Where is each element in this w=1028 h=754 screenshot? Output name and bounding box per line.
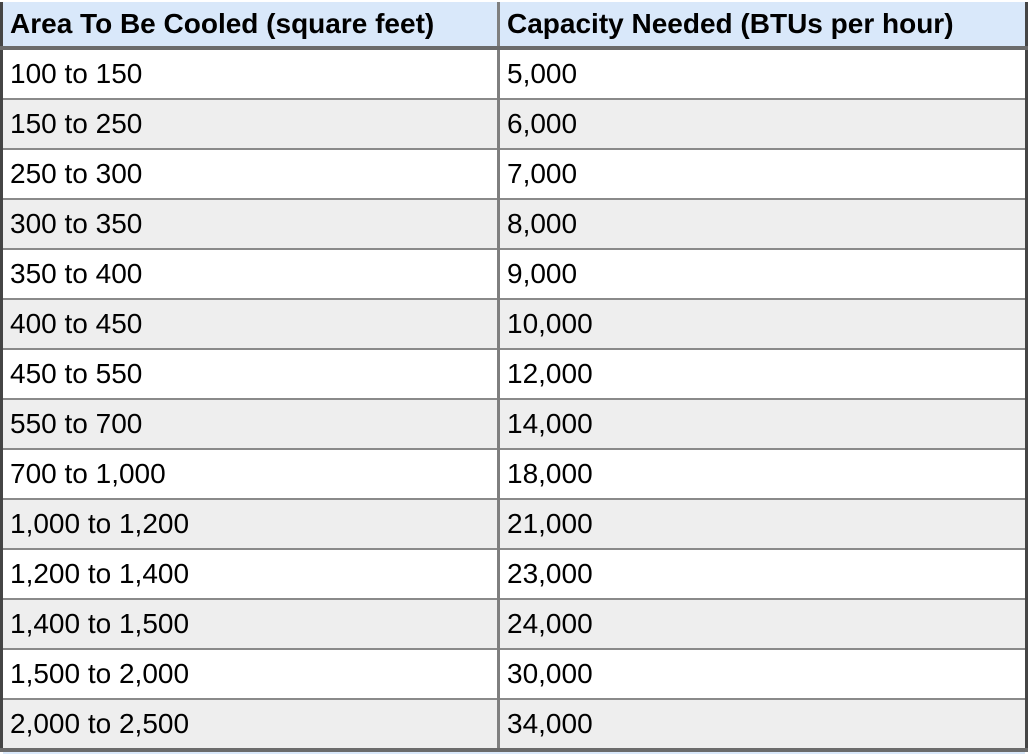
table-cell-area: 400 to 450 — [1, 298, 499, 349]
table-row: 700 to 1,000 18,000 — [1, 448, 1027, 499]
table-cell-area: 2,000 to 2,500 — [1, 698, 499, 750]
table-row: 100 to 150 5,000 — [1, 48, 1027, 99]
table-row: 550 to 700 14,000 — [1, 398, 1027, 449]
table-row: 1,000 to 1,200 21,000 — [1, 498, 1027, 549]
table-cell-area: 450 to 550 — [1, 348, 499, 399]
table-cell-area: 1,400 to 1,500 — [1, 598, 499, 649]
table-cell-area: 300 to 350 — [1, 198, 499, 249]
table-row: 300 to 350 8,000 — [1, 198, 1027, 249]
table-cell-area: 100 to 150 — [1, 48, 499, 99]
table-row: 400 to 450 10,000 — [1, 298, 1027, 349]
table-cell-capacity: 30,000 — [497, 648, 1027, 699]
table-cell-capacity: 18,000 — [497, 448, 1027, 499]
table-cell-capacity: 8,000 — [497, 198, 1027, 249]
column-header-area: Area To Be Cooled (square feet) — [1, 2, 499, 50]
table-row: 450 to 550 12,000 — [1, 348, 1027, 399]
table-cell-capacity: 6,000 — [497, 98, 1027, 149]
table-cell-area: 150 to 250 — [1, 98, 499, 149]
table-cell-area: 250 to 300 — [1, 148, 499, 199]
table-cell-area: 1,500 to 2,000 — [1, 648, 499, 699]
table-cell-area: 700 to 1,000 — [1, 448, 499, 499]
table-row: 1,500 to 2,000 30,000 — [1, 648, 1027, 699]
table-cell-area: 1,000 to 1,200 — [1, 498, 499, 549]
table-cell-capacity: 34,000 — [497, 698, 1027, 750]
table-cell-area: 550 to 700 — [1, 398, 499, 449]
table-cell-capacity: 10,000 — [497, 298, 1027, 349]
table-cell-capacity: 12,000 — [497, 348, 1027, 399]
table-cell-capacity: 23,000 — [497, 548, 1027, 599]
table-cell-capacity: 21,000 — [497, 498, 1027, 549]
table-row: 150 to 250 6,000 — [1, 98, 1027, 149]
table-cell-capacity: 5,000 — [497, 48, 1027, 99]
table-cell-area: 1,200 to 1,400 — [1, 548, 499, 599]
table-cell-capacity: 7,000 — [497, 148, 1027, 199]
table-cell-capacity: 9,000 — [497, 248, 1027, 299]
table-cell-area: 350 to 400 — [1, 248, 499, 299]
table-row: 2,000 to 2,500 34,000 — [1, 698, 1027, 750]
table-row: 1,400 to 1,500 24,000 — [1, 598, 1027, 649]
table-row: 250 to 300 7,000 — [1, 148, 1027, 199]
table-row: 350 to 400 9,000 — [1, 248, 1027, 299]
table-header-row: Area To Be Cooled (square feet) Capacity… — [1, 2, 1027, 50]
table-body: 100 to 150 5,000 150 to 250 6,000 250 to 300… — [1, 48, 1027, 750]
next-table-header-sliver — [3, 752, 1025, 754]
column-header-capacity: Capacity Needed (BTUs per hour) — [497, 2, 1027, 50]
table-cell-capacity: 14,000 — [497, 398, 1027, 449]
table-row: 1,200 to 1,400 23,000 — [1, 548, 1027, 599]
table-cell-capacity: 24,000 — [497, 598, 1027, 649]
